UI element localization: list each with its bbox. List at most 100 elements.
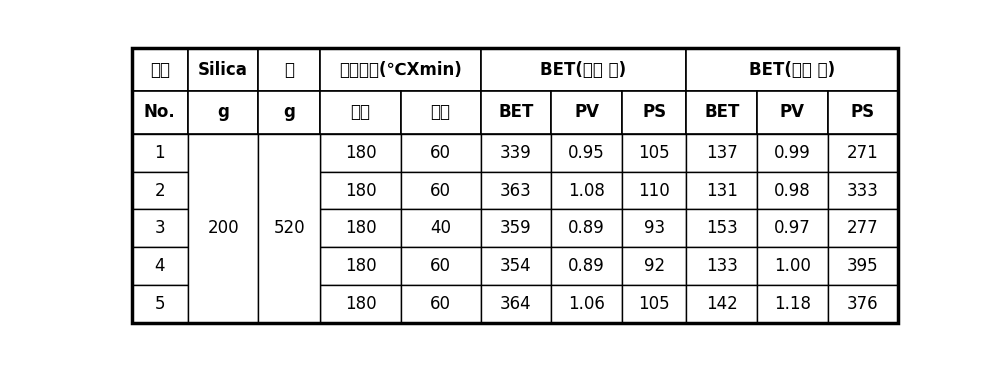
Text: 0.98: 0.98: [774, 181, 811, 199]
Text: 1.18: 1.18: [774, 295, 811, 313]
Text: 0.95: 0.95: [568, 144, 605, 162]
Bar: [828, 209, 898, 247]
Bar: [258, 134, 321, 323]
Text: PV: PV: [574, 103, 599, 121]
Text: 180: 180: [345, 295, 376, 313]
Text: 142: 142: [706, 295, 738, 313]
Bar: [188, 91, 258, 134]
Text: Silica: Silica: [198, 61, 248, 79]
Text: 339: 339: [500, 144, 532, 162]
Bar: [828, 247, 898, 285]
Text: 60: 60: [430, 181, 451, 199]
Text: 92: 92: [643, 257, 664, 275]
Bar: [480, 209, 551, 247]
Text: 364: 364: [500, 295, 532, 313]
Bar: [132, 49, 188, 91]
Text: PV: PV: [780, 103, 805, 121]
Bar: [321, 285, 401, 323]
Bar: [321, 49, 480, 91]
Text: 354: 354: [500, 257, 532, 275]
Bar: [551, 209, 622, 247]
Bar: [480, 49, 686, 91]
Text: PS: PS: [851, 103, 875, 121]
Bar: [686, 285, 757, 323]
Bar: [258, 49, 321, 91]
Text: 333: 333: [847, 181, 879, 199]
Text: 1.06: 1.06: [568, 295, 605, 313]
Bar: [132, 91, 188, 134]
Bar: [132, 209, 188, 247]
Bar: [480, 134, 551, 171]
Text: BET: BET: [498, 103, 534, 121]
Text: 137: 137: [706, 144, 738, 162]
Text: 133: 133: [706, 257, 738, 275]
Text: 3: 3: [155, 219, 165, 237]
Bar: [686, 91, 757, 134]
Bar: [622, 285, 686, 323]
Bar: [757, 171, 828, 209]
Bar: [686, 247, 757, 285]
Bar: [622, 91, 686, 134]
Bar: [321, 209, 401, 247]
Text: 180: 180: [345, 257, 376, 275]
Bar: [828, 134, 898, 171]
Text: 60: 60: [430, 295, 451, 313]
Text: PS: PS: [642, 103, 666, 121]
Text: 520: 520: [273, 219, 306, 237]
Bar: [622, 209, 686, 247]
Text: 93: 93: [643, 219, 664, 237]
Bar: [757, 247, 828, 285]
Bar: [757, 134, 828, 171]
Text: 180: 180: [345, 181, 376, 199]
Bar: [757, 91, 828, 134]
Bar: [551, 91, 622, 134]
Text: 1.08: 1.08: [568, 181, 605, 199]
Bar: [132, 134, 188, 171]
Text: BET(수열 후): BET(수열 후): [750, 61, 835, 79]
Bar: [828, 285, 898, 323]
Bar: [828, 91, 898, 134]
Bar: [828, 171, 898, 209]
Text: 105: 105: [638, 144, 670, 162]
Text: 131: 131: [706, 181, 738, 199]
Bar: [480, 91, 551, 134]
Text: 153: 153: [706, 219, 738, 237]
Bar: [132, 171, 188, 209]
Bar: [321, 247, 401, 285]
Text: No.: No.: [144, 103, 176, 121]
Text: 60: 60: [430, 144, 451, 162]
Text: 395: 395: [847, 257, 878, 275]
Bar: [401, 209, 480, 247]
Text: 0.89: 0.89: [568, 257, 605, 275]
Text: 200: 200: [207, 219, 239, 237]
Text: 359: 359: [500, 219, 532, 237]
Text: 363: 363: [500, 181, 532, 199]
Bar: [480, 171, 551, 209]
Text: 110: 110: [638, 181, 670, 199]
Bar: [401, 171, 480, 209]
Text: 시간: 시간: [430, 103, 450, 121]
Text: 0.99: 0.99: [774, 144, 811, 162]
Bar: [686, 49, 898, 91]
Text: 277: 277: [847, 219, 878, 237]
Bar: [321, 91, 401, 134]
Bar: [321, 134, 401, 171]
Bar: [258, 91, 321, 134]
Bar: [686, 171, 757, 209]
Text: 1.00: 1.00: [774, 257, 811, 275]
Text: 4: 4: [155, 257, 165, 275]
Text: 실험: 실험: [150, 61, 170, 79]
Bar: [551, 247, 622, 285]
Text: 2: 2: [155, 181, 165, 199]
Bar: [480, 247, 551, 285]
Bar: [188, 134, 258, 323]
Text: 271: 271: [847, 144, 878, 162]
Text: 376: 376: [847, 295, 878, 313]
Bar: [686, 134, 757, 171]
Text: 60: 60: [430, 257, 451, 275]
Bar: [132, 247, 188, 285]
Text: BET: BET: [705, 103, 740, 121]
Bar: [757, 285, 828, 323]
Bar: [622, 134, 686, 171]
Bar: [480, 285, 551, 323]
